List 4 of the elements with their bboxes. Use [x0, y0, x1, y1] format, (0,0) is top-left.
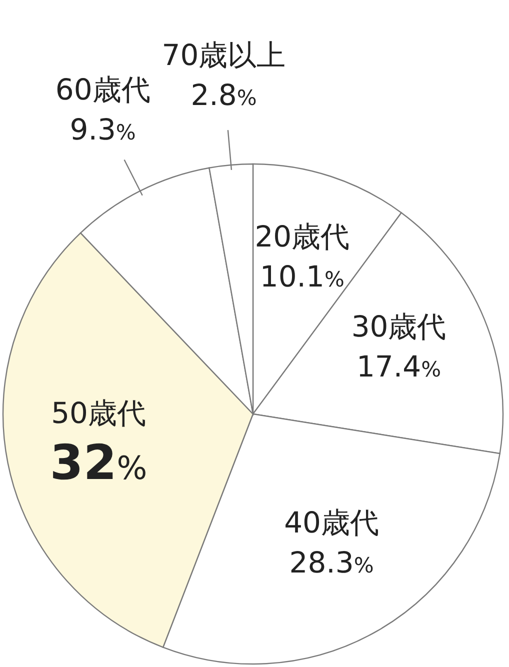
data-label: 9.3% [70, 112, 136, 146]
slice-label: 70歳以上 [162, 38, 286, 72]
data-label: 2.8% [190, 78, 257, 112]
slice-label: 60歳代 [55, 72, 150, 106]
